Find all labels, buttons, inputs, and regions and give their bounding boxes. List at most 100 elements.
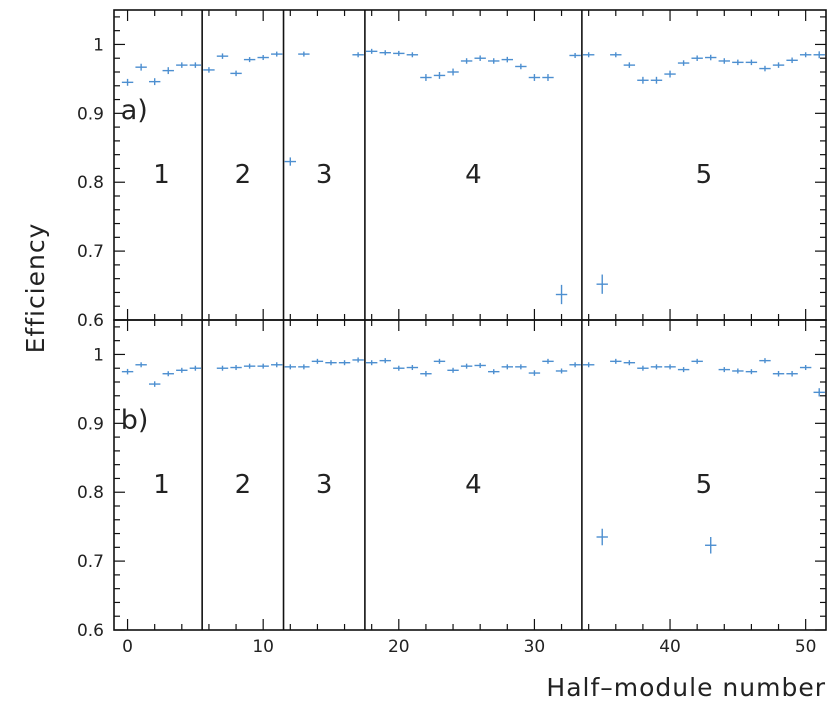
data-point	[271, 362, 283, 368]
data-point	[474, 362, 486, 368]
y-tick-label: 0.6	[77, 311, 104, 331]
data-point	[189, 62, 202, 68]
data-point	[515, 63, 527, 70]
data-point	[393, 50, 405, 56]
data-point	[813, 51, 825, 59]
data-point	[718, 58, 730, 64]
data-point	[121, 368, 134, 375]
data-point	[610, 358, 622, 364]
data-point	[542, 358, 554, 364]
data-point	[474, 55, 486, 61]
data-point	[650, 76, 663, 84]
data-point	[786, 57, 798, 64]
data-point	[799, 52, 812, 58]
data-point	[352, 357, 364, 363]
x-tick-label: 0	[122, 637, 133, 657]
data-point	[338, 360, 351, 366]
data-point	[582, 52, 595, 58]
data-point	[460, 363, 473, 369]
y-tick-label: 0.8	[77, 173, 104, 193]
data-point	[121, 78, 134, 86]
data-point	[230, 70, 242, 77]
data-point	[406, 365, 419, 371]
data-point	[365, 48, 378, 54]
y-tick-label: 0.9	[77, 104, 104, 124]
x-tick-label: 30	[524, 637, 546, 657]
data-point	[488, 369, 500, 375]
panels-group: 0.60.70.80.911 2 3 4 5a)0.60.70.80.910 10 20 30…	[77, 9, 827, 657]
data-point	[569, 362, 581, 368]
x-axis-title: Half–module number	[546, 673, 826, 702]
data-point	[379, 358, 391, 364]
data-point	[406, 52, 419, 58]
data-point	[176, 62, 188, 68]
data-point	[148, 381, 161, 387]
data-point	[745, 369, 758, 375]
y-tick-label: 1	[93, 345, 104, 365]
data-point	[135, 362, 147, 368]
region-label: 4	[465, 470, 482, 500]
data-point	[189, 365, 202, 371]
data-point	[705, 54, 717, 61]
data-point	[365, 360, 378, 366]
data-point	[528, 370, 541, 376]
data-point	[162, 67, 174, 75]
x-tick-label: 50	[795, 637, 817, 657]
data-point	[677, 367, 690, 373]
data-point	[569, 52, 581, 58]
region-label: 2	[235, 160, 252, 190]
data-point	[271, 51, 283, 57]
y-tick-label: 0.6	[77, 621, 104, 641]
data-point	[284, 364, 297, 370]
panel-a: 0.6 0.7 0.8 0.9 1 1 2 3 4 5 a)	[77, 9, 827, 331]
data-point	[501, 56, 513, 63]
data-point	[243, 57, 256, 63]
data-point	[555, 284, 568, 305]
y-tick-label: 1	[93, 35, 104, 55]
data-point	[176, 367, 188, 373]
region-label: 2	[235, 470, 252, 500]
data-point	[705, 537, 717, 554]
data-point	[732, 368, 744, 374]
region-label: 4	[465, 160, 482, 190]
data-point	[691, 358, 703, 364]
data-point	[420, 370, 432, 377]
data-point	[637, 76, 649, 84]
data-point	[460, 58, 473, 64]
data-point	[447, 68, 459, 76]
data-point	[447, 367, 459, 373]
data-point	[148, 78, 161, 86]
data-point	[433, 358, 446, 364]
data-point	[555, 368, 568, 374]
region-label: 1	[153, 470, 170, 500]
y-tick-label: 0.9	[77, 414, 104, 434]
data-point	[230, 365, 242, 371]
data-point	[759, 65, 771, 72]
data-point	[325, 360, 337, 366]
data-point	[393, 365, 405, 371]
data-point	[772, 370, 785, 377]
plot-frame	[113, 319, 827, 631]
data-point	[650, 364, 663, 370]
region-label: 3	[316, 470, 333, 500]
data-point	[718, 367, 730, 373]
data-point	[759, 358, 771, 364]
data-point	[284, 157, 297, 166]
data-point	[786, 370, 798, 377]
x-tick-label: 40	[659, 637, 681, 657]
data-point	[691, 55, 703, 61]
data-point	[515, 364, 527, 370]
data-point	[216, 365, 229, 371]
data-point	[379, 50, 391, 56]
region-label: 1	[153, 160, 170, 190]
data-point	[203, 67, 215, 73]
data-point	[488, 58, 500, 64]
panel-label: b)	[121, 405, 149, 436]
data-point	[664, 70, 676, 78]
data-point	[799, 365, 812, 371]
data-point	[135, 63, 147, 71]
data-point	[677, 60, 690, 66]
y-tick-label: 0.7	[77, 552, 104, 572]
data-point	[732, 59, 744, 66]
